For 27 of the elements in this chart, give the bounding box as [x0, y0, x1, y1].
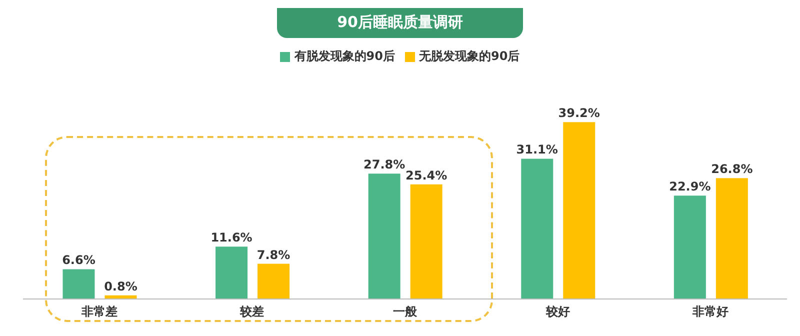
data-label: 39.2%: [558, 106, 600, 120]
data-label: 0.8%: [104, 279, 138, 294]
bar: [521, 158, 554, 299]
x-tick-label: 一般: [393, 304, 418, 319]
bar: [716, 178, 748, 299]
bar: [368, 174, 400, 299]
data-label: 7.8%: [256, 248, 290, 262]
data-label: 27.8%: [364, 158, 406, 172]
data-label: 31.1%: [516, 142, 558, 157]
x-tick-label: 非常好: [692, 304, 729, 319]
legend-label: 无脱发现象的90后: [419, 49, 520, 63]
bar: [258, 264, 290, 299]
data-label: 25.4%: [406, 168, 448, 182]
bar: [563, 122, 596, 299]
data-label: 11.6%: [210, 230, 252, 245]
bar: [216, 246, 248, 299]
bar: [410, 184, 442, 299]
chart-title: 90后睡眠质量调研: [277, 8, 523, 38]
bar: [674, 196, 706, 299]
x-tick-label: 较差: [239, 304, 264, 319]
data-label: 22.9%: [669, 180, 711, 194]
legend-label: 有脱发现象的90后: [294, 49, 395, 63]
data-label: 6.6%: [62, 253, 96, 268]
x-tick-label: 非常差: [80, 304, 118, 319]
bar: [62, 269, 95, 299]
data-label: 26.8%: [711, 162, 753, 176]
x-tick-label: 较好: [544, 304, 570, 319]
